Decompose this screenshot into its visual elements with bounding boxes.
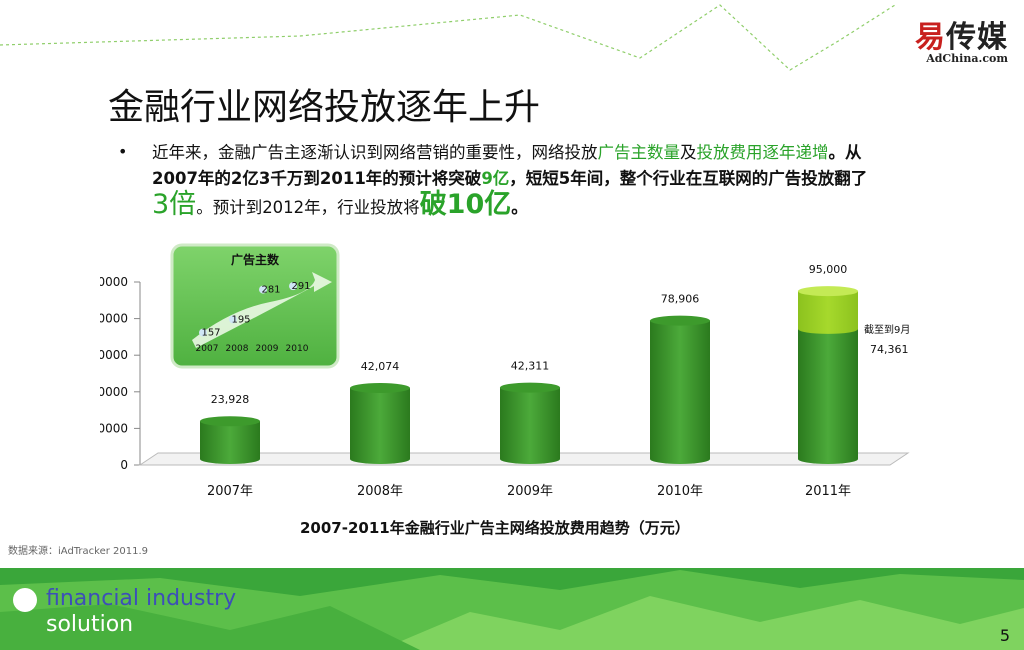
- bar-top-cap: [798, 286, 858, 297]
- inset-point: [289, 282, 297, 291]
- bar-top-cap: [650, 315, 710, 326]
- data-label: 95,000: [809, 263, 848, 276]
- data-label: 42,074: [361, 360, 400, 373]
- logo-mark-red: 易: [915, 20, 946, 55]
- inset-value-label: 291: [291, 281, 310, 292]
- x-tick-label: 2008年: [357, 484, 403, 499]
- footer-mountains-front: [380, 596, 1024, 650]
- para-highlight-spend: 投放费用逐年递增: [696, 143, 829, 162]
- bar: [350, 388, 410, 464]
- data-source: 数据来源：iAdTracker 2011.9: [8, 546, 149, 557]
- para-text-3: 。从2007年的2亿3千万到2011年的预计将突破: [152, 143, 862, 188]
- para-highlight-3x: 3倍: [152, 189, 197, 220]
- inset-point: [229, 315, 237, 324]
- y-tick-label: 80000: [100, 312, 128, 326]
- x-tick-label: 2010年: [657, 484, 703, 499]
- spend-bar-chart: 0 20000 40000 60000 80000 100000 2007年 23,928 20…: [100, 243, 910, 499]
- para-text-4: ，短短5年间，整个行业在互联网的广告投放翻了: [509, 169, 868, 188]
- footer-dot: [13, 588, 37, 612]
- logo-mark: 传媒: [946, 20, 1008, 55]
- footer-mountains-back: [0, 604, 420, 650]
- chart-title: 2007-2011年金融行业广告主网络投放费用趋势（万元）: [300, 519, 690, 537]
- data-label: 42,311: [511, 360, 550, 373]
- bar: [200, 421, 260, 464]
- slide-title: 金融行业网络投放逐年上升: [108, 87, 541, 128]
- inset-year-label: 2010: [286, 344, 309, 354]
- footer-line-2: solution: [46, 612, 134, 637]
- inset-point: [259, 285, 267, 294]
- inset-year-label: 2009: [256, 344, 279, 354]
- data-label: 23,928: [211, 393, 250, 406]
- inset-year-label: 2008: [226, 344, 249, 354]
- partial-note: 截至到9月: [864, 323, 910, 336]
- partial-value-label: 74,361: [870, 343, 909, 356]
- inset-year-label: 2007: [196, 344, 219, 354]
- bar-top-cap: [500, 382, 560, 393]
- summary-paragraph: 近年来，金融广告主逐渐认识到网络营销的重要性，网络投放广告主数量及投放费用逐年递…: [152, 140, 872, 221]
- inset-value-label: 281: [261, 285, 280, 296]
- logo-subtitle: AdChina.com: [926, 52, 1008, 65]
- inset-value-label: 195: [231, 314, 250, 325]
- bar-top-cap: [200, 416, 260, 427]
- data-label: 78,906: [661, 293, 700, 306]
- y-tick-label: 100000: [100, 275, 128, 289]
- para-highlight-count: 广告主数量: [597, 143, 681, 162]
- page-number: 5: [999, 626, 1010, 645]
- para-highlight-9yi: 9亿: [481, 169, 510, 188]
- y-tick-label: 60000: [100, 348, 128, 362]
- y-tick-label: 40000: [100, 385, 128, 399]
- para-text-5: 。预计到2012年，行业投放将: [196, 198, 420, 217]
- y-tick-label: 20000: [100, 421, 128, 435]
- y-tick-label: 0: [120, 458, 128, 472]
- bar-top-cap: [350, 383, 410, 394]
- footer-tagline: financial industry solution: [46, 586, 236, 638]
- para-text-2: 及: [680, 143, 697, 162]
- para-text-1: 近年来，金融广告主逐渐认识到网络营销的重要性，网络投放: [152, 143, 598, 162]
- footer-line-1: financial industry: [46, 586, 237, 611]
- inset-point: [199, 328, 207, 337]
- x-tick-label: 2011年: [805, 484, 851, 499]
- bar-2011-projection: [798, 291, 858, 334]
- bar: [650, 320, 710, 464]
- x-tick-label: 2009年: [507, 484, 553, 499]
- adchina-logo: 易传媒 AdChina.com: [915, 12, 1008, 65]
- inset-arrow: [192, 272, 332, 348]
- inset-title: 广告主数: [231, 252, 280, 267]
- x-tick-label: 2007年: [207, 484, 253, 499]
- para-highlight-10yi: 破10亿: [419, 189, 512, 220]
- para-text-6: 。: [511, 198, 528, 217]
- bullet-marker: •: [118, 142, 128, 161]
- top-dashed-line: [0, 4, 896, 71]
- inset-value-label: 157: [201, 328, 220, 339]
- bar: [500, 387, 560, 464]
- bar-2011-ytd: [798, 328, 858, 464]
